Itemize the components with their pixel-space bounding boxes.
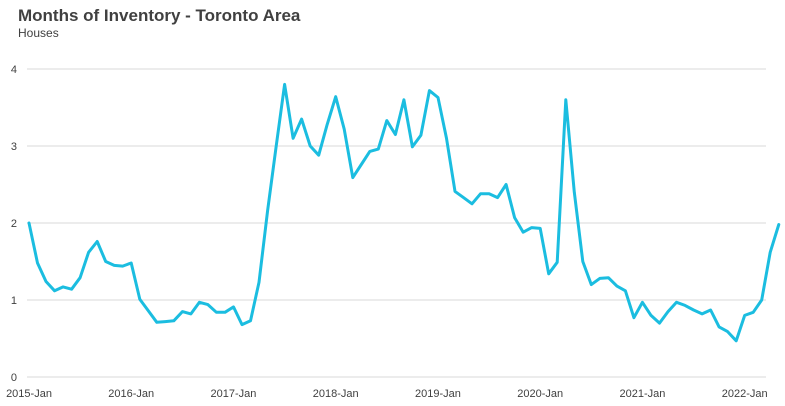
y-tick-label: 3 [11,141,17,153]
x-tick-label: 2017-Jan [211,388,257,400]
y-tick-label: 2 [11,218,17,230]
x-axis-ticks: 2015-Jan 2016-Jan 2017-Jan 2018-Jan 2019-Jan… [6,388,768,400]
series-line-houses [27,82,781,343]
chart-subtitle: Houses [18,26,59,40]
x-tick-label: 2018-Jan [313,388,359,400]
x-tick-label: 2016-Jan [108,388,154,400]
y-axis-ticks: 0 1 2 3 4 [11,64,17,384]
y-tick-label: 0 [11,372,17,384]
x-tick-label: 2019-Jan [415,388,461,400]
x-tick-label: 2022-Jan [722,388,768,400]
y-tick-label: 1 [11,295,17,307]
x-tick-label: 2021-Jan [620,388,666,400]
y-tick-label: 4 [11,64,17,76]
series-layer [27,82,781,343]
gridlines [27,68,766,378]
chart-title: Months of Inventory - Toronto Area [18,6,301,25]
x-tick-label: 2015-Jan [6,388,52,400]
x-tick-label: 2020-Jan [517,388,563,400]
